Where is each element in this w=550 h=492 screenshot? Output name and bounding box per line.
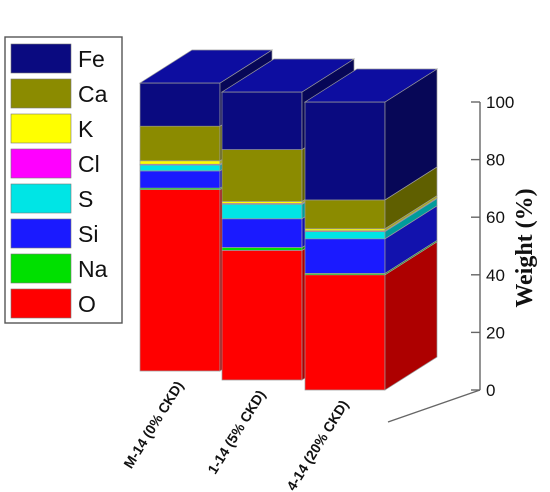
bar-segment-4-14-20-ckd-fe	[304, 101, 386, 201]
legend-label-na: Na	[78, 256, 108, 282]
bar-segment-m-14-0-ckd-fe	[139, 82, 221, 127]
bar-segment-m-14-0-ckd-si	[139, 170, 221, 189]
legend-swatch-o	[10, 288, 72, 319]
y-axis-title: Weight (%)	[512, 188, 538, 307]
legend-swatch-fe	[10, 43, 72, 74]
legend-label-fe: Fe	[78, 46, 105, 72]
bar-segment-1-14-5-ckd-si	[221, 218, 303, 248]
category-label-1-14-5-ckd: 1-14 (5% CKD)	[204, 387, 268, 477]
bar-segment-m-14-0-ckd-o	[139, 189, 221, 372]
legend-label-s: S	[78, 186, 93, 212]
bar-top-1-14-5-ckd	[220, 58, 356, 93]
legend-label-ca: Ca	[78, 81, 108, 107]
legend-label-si: Si	[78, 221, 98, 247]
bars	[138, 49, 439, 391]
bar-segment-1-14-5-ckd-ca	[221, 149, 303, 202]
legend-label-cl: Cl	[78, 151, 100, 177]
category-label-m-14-0-ckd: M-14 (0% CKD)	[120, 378, 186, 471]
bar-segment-4-14-20-ckd-si	[304, 238, 386, 274]
legend-swatch-cl	[10, 148, 72, 179]
bar-segment-1-14-5-ckd-fe	[221, 91, 303, 150]
bar-top-4-14-20-ckd	[303, 68, 439, 103]
bar-top-m-14-0-ckd	[138, 49, 274, 84]
y-tick-label: 0	[486, 381, 495, 400]
legend-swatch-ca	[10, 78, 72, 109]
bar-segment-m-14-0-ckd-s	[139, 164, 221, 172]
legend-swatch-na	[10, 253, 72, 284]
bar-segment-4-14-20-ckd-o	[304, 274, 386, 391]
y-tick-label: 20	[486, 323, 505, 342]
bar-segment-4-14-20-ckd-ca	[304, 199, 386, 230]
axes	[387, 101, 481, 423]
bar-segment-1-14-5-ckd-s	[221, 203, 303, 220]
legend-swatch-si	[10, 218, 72, 249]
bar-segment-1-14-5-ckd-na	[221, 247, 303, 251]
bar-4-14-20-ckd	[303, 68, 439, 391]
bar-segment-1-14-5-ckd-o	[221, 250, 303, 381]
depth-axis-line	[387, 389, 481, 423]
bar-segment-4-14-20-ckd-s	[304, 231, 386, 240]
y-tick-label: 40	[486, 266, 505, 285]
legend-swatch-k	[10, 113, 72, 144]
legend-swatch-s	[10, 183, 72, 214]
legend-label-o: O	[78, 291, 96, 317]
category-label-4-14-20-ckd: 4-14 (20% CKD)	[283, 397, 351, 492]
y-tick-label: 60	[486, 208, 505, 227]
legend: Fe Ca K Cl S Si Na O	[4, 36, 123, 324]
y-tick-label: 80	[486, 151, 505, 170]
bar-segment-m-14-0-ckd-ca	[139, 125, 221, 162]
legend-label-k: K	[78, 116, 94, 142]
bar-segment-m-14-0-ckd-k	[139, 160, 221, 165]
y-tick-label: 100	[486, 93, 514, 112]
